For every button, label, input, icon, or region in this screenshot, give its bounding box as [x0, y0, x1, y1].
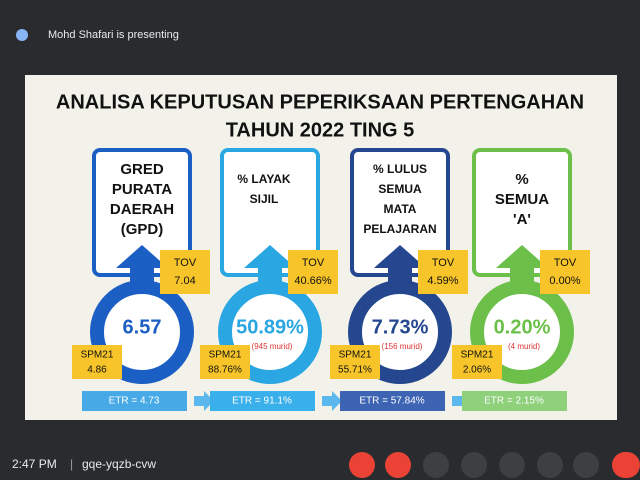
presenter-label: Mohd Shafari is presenting: [48, 29, 179, 41]
spm-label: SPM21: [461, 350, 494, 361]
etr: ETR = 91.1%: [232, 396, 292, 407]
etr: ETR = 2.15%: [484, 396, 544, 407]
column-label: PURATA: [112, 181, 172, 198]
column-label: MATA: [384, 202, 417, 216]
value: 7.73%: [372, 316, 429, 338]
tov-label: TOV: [302, 257, 325, 269]
column-label: DAERAH: [110, 201, 174, 218]
spm-box: [72, 345, 122, 379]
etr: ETR = 57.84%: [359, 396, 424, 407]
tov-value: 7.04: [174, 275, 195, 287]
spm-value: 55.71%: [338, 365, 372, 376]
spm-value: 88.76%: [208, 365, 242, 376]
mic-button[interactable]: [349, 452, 375, 478]
column-label: GRED: [120, 161, 164, 178]
etr-bar: [210, 391, 315, 411]
column-label: PELAJARAN: [363, 222, 436, 236]
leave-button[interactable]: [612, 452, 640, 478]
slide-content: ANALISA KEPUTUSAN PEPERIKSAAN PERTENGAHA…: [56, 91, 590, 411]
camera-button[interactable]: [385, 452, 411, 478]
column-label: SIJIL: [250, 192, 279, 206]
column-label: SEMUA: [495, 191, 549, 208]
clock: 2:47 PM: [12, 457, 57, 471]
spm-label: SPM21: [81, 350, 114, 361]
column-label: % LULUS: [373, 162, 427, 176]
tov-label: TOV: [432, 257, 455, 269]
column-label: 'A': [513, 211, 531, 228]
slide-title: ANALISA KEPUTUSAN PEPERIKSAAN PERTENGAHA…: [56, 91, 584, 113]
column-label: % LAYAK: [237, 172, 290, 186]
separator: |: [70, 457, 73, 471]
value-note: (156 murid): [382, 342, 423, 351]
captions-button[interactable]: [423, 452, 449, 478]
etr-bar: [462, 391, 567, 411]
etr: ETR = 4.73: [109, 396, 160, 407]
tov-box: [160, 250, 210, 294]
tov-value: 0.00%: [549, 275, 580, 287]
presenter-icon: [16, 29, 28, 41]
etr-arrow: [322, 391, 342, 411]
raise-hand-button[interactable]: [461, 452, 487, 478]
value: 0.20%: [494, 316, 551, 338]
tov-value: 40.66%: [294, 275, 332, 287]
spm-value: 4.86: [87, 365, 107, 376]
meeting-code: gqe-yqzb-cvw: [82, 457, 156, 471]
tov-box: [288, 250, 338, 294]
spm-box: [200, 345, 250, 379]
tov-value: 4.59%: [427, 275, 458, 287]
slide-title: TAHUN 2022 TING 5: [226, 119, 415, 141]
etr-bar: [340, 391, 445, 411]
spm-label: SPM21: [339, 350, 372, 361]
spm-box: [452, 345, 502, 379]
tov-box: [418, 250, 468, 294]
column-label: %: [515, 171, 528, 188]
arrow: [374, 245, 426, 300]
etr-arrow: [194, 391, 214, 411]
tov-label: TOV: [554, 257, 577, 269]
spm-box: [330, 345, 380, 379]
column-label: (GPD): [121, 221, 164, 238]
present-button[interactable]: [537, 452, 563, 478]
spm-value: 2.06%: [463, 365, 491, 376]
tov-label: TOV: [174, 257, 197, 269]
tov-box: [540, 250, 590, 294]
arrow: [116, 245, 168, 300]
arrow: [244, 245, 296, 300]
arrow: [496, 245, 548, 300]
reactions-button[interactable]: [499, 452, 525, 478]
value-note: (945 murid): [252, 342, 293, 351]
value-note: (4 murid): [508, 342, 540, 351]
column-label: SEMUA: [378, 182, 422, 196]
spm-label: SPM21: [209, 350, 242, 361]
value: 50.89%: [236, 316, 304, 338]
value: 6.57: [123, 316, 162, 338]
etr-bar: [82, 391, 187, 411]
more-button[interactable]: [573, 452, 599, 478]
